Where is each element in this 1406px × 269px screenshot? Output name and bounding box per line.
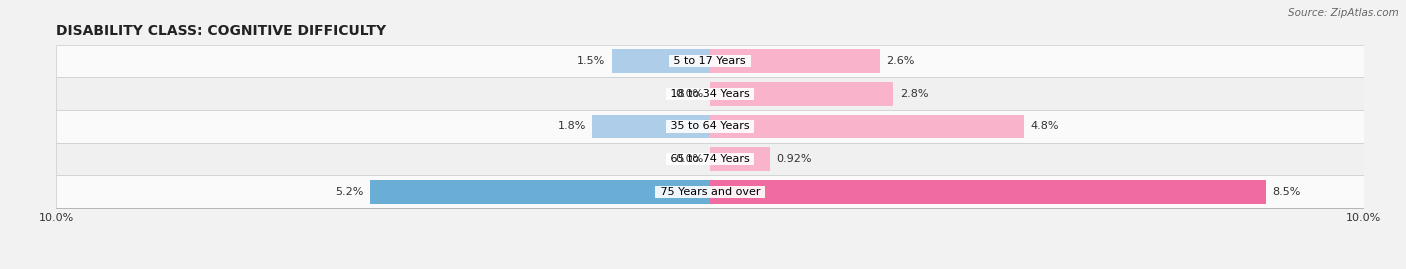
Bar [710, 49, 880, 73]
Text: 1.5%: 1.5% [578, 56, 606, 66]
Bar [56, 77, 1364, 110]
Bar [710, 180, 1265, 204]
Bar [56, 175, 1364, 208]
Text: 5.2%: 5.2% [335, 187, 364, 197]
Text: Source: ZipAtlas.com: Source: ZipAtlas.com [1288, 8, 1399, 18]
Text: 1.8%: 1.8% [557, 121, 586, 132]
Text: 2.6%: 2.6% [887, 56, 915, 66]
Bar [56, 143, 1364, 175]
Text: 65 to 74 Years: 65 to 74 Years [666, 154, 754, 164]
Text: 8.5%: 8.5% [1272, 187, 1301, 197]
Text: DISABILITY CLASS: COGNITIVE DIFFICULTY: DISABILITY CLASS: COGNITIVE DIFFICULTY [56, 24, 387, 38]
Bar [710, 115, 1024, 138]
Text: 5 to 17 Years: 5 to 17 Years [671, 56, 749, 66]
Text: 2.8%: 2.8% [900, 89, 928, 99]
Text: 0.0%: 0.0% [675, 89, 703, 99]
Text: 0.0%: 0.0% [675, 154, 703, 164]
Bar [710, 82, 893, 105]
Text: 35 to 64 Years: 35 to 64 Years [666, 121, 754, 132]
Bar [56, 110, 1364, 143]
Bar [56, 45, 1364, 77]
Bar [370, 180, 710, 204]
Bar [710, 147, 770, 171]
Text: 18 to 34 Years: 18 to 34 Years [666, 89, 754, 99]
Bar [612, 49, 710, 73]
Text: 0.92%: 0.92% [776, 154, 813, 164]
Text: 75 Years and over: 75 Years and over [657, 187, 763, 197]
Text: 4.8%: 4.8% [1031, 121, 1059, 132]
Bar [592, 115, 710, 138]
